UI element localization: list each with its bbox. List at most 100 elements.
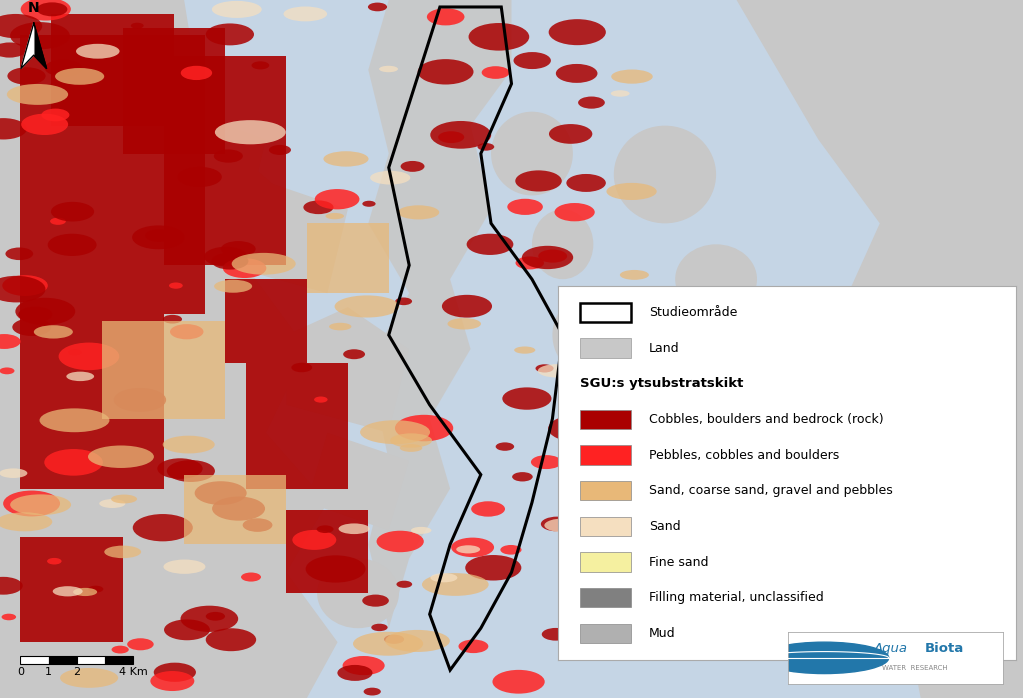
Ellipse shape [400,444,422,452]
Ellipse shape [0,118,27,140]
Ellipse shape [442,295,492,318]
Ellipse shape [395,415,453,441]
Ellipse shape [496,443,515,451]
Ellipse shape [12,318,51,336]
Ellipse shape [18,306,52,322]
Ellipse shape [538,364,577,378]
Ellipse shape [221,241,256,257]
Polygon shape [153,112,266,223]
Ellipse shape [206,628,256,651]
FancyBboxPatch shape [580,552,631,572]
Ellipse shape [401,161,425,172]
Ellipse shape [88,586,103,593]
FancyBboxPatch shape [580,339,631,357]
Ellipse shape [614,126,716,223]
Ellipse shape [167,460,215,482]
Ellipse shape [339,524,369,534]
Bar [286,510,368,593]
Ellipse shape [58,343,120,370]
Ellipse shape [343,656,385,675]
Text: Land: Land [650,341,680,355]
Ellipse shape [45,59,82,77]
Polygon shape [34,23,47,68]
Ellipse shape [532,209,593,279]
Ellipse shape [317,558,399,628]
Ellipse shape [583,391,644,447]
Polygon shape [368,0,512,628]
Ellipse shape [607,183,657,200]
Ellipse shape [145,229,173,242]
Ellipse shape [514,52,551,69]
Text: 0: 0 [17,667,24,676]
Ellipse shape [548,415,608,442]
Ellipse shape [363,688,381,695]
Ellipse shape [99,499,126,508]
Ellipse shape [112,646,129,653]
Bar [20,537,123,642]
Ellipse shape [292,363,312,372]
Ellipse shape [567,174,606,192]
Ellipse shape [447,318,481,329]
Ellipse shape [368,3,387,11]
Ellipse shape [133,514,192,542]
Text: SGU:s ytsubstratskikt: SGU:s ytsubstratskikt [580,377,744,390]
Ellipse shape [390,433,432,447]
Bar [102,321,225,419]
Ellipse shape [214,280,252,292]
Ellipse shape [465,555,522,581]
Ellipse shape [252,61,269,69]
FancyBboxPatch shape [580,303,631,322]
Ellipse shape [611,90,629,97]
Polygon shape [307,433,409,530]
FancyBboxPatch shape [580,517,631,536]
Text: Sand, coarse sand, gravel and pebbles: Sand, coarse sand, gravel and pebbles [650,484,893,497]
Bar [51,14,174,126]
Text: 2: 2 [74,667,80,676]
Ellipse shape [51,202,94,221]
Ellipse shape [7,84,69,105]
Bar [164,56,286,265]
Ellipse shape [335,295,399,318]
Ellipse shape [380,66,398,72]
Ellipse shape [675,244,757,314]
Ellipse shape [169,283,183,289]
Ellipse shape [60,668,118,688]
Text: Fine sand: Fine sand [650,556,709,569]
Ellipse shape [131,23,143,29]
Ellipse shape [411,527,432,534]
Ellipse shape [163,315,182,324]
Ellipse shape [438,131,464,143]
Ellipse shape [170,324,204,339]
Ellipse shape [214,149,242,163]
Polygon shape [20,23,34,68]
Ellipse shape [44,449,103,475]
Ellipse shape [34,325,73,339]
Bar [77,656,104,664]
Ellipse shape [604,468,665,537]
Ellipse shape [0,577,23,595]
Ellipse shape [458,639,488,653]
Text: Filling material, unclassified: Filling material, unclassified [650,591,824,604]
Ellipse shape [541,517,573,531]
Ellipse shape [397,581,412,588]
Ellipse shape [293,530,337,550]
Ellipse shape [231,253,296,275]
Ellipse shape [362,201,375,207]
Ellipse shape [315,189,359,209]
FancyBboxPatch shape [580,624,631,643]
Bar [184,475,286,544]
Ellipse shape [538,249,567,262]
Ellipse shape [491,112,573,195]
Ellipse shape [549,124,592,144]
Text: Sand: Sand [650,520,681,533]
Ellipse shape [329,322,351,330]
Ellipse shape [212,496,265,521]
Ellipse shape [304,200,333,214]
Ellipse shape [241,572,261,581]
Ellipse shape [535,364,553,373]
Ellipse shape [37,2,68,16]
Ellipse shape [0,334,20,349]
Ellipse shape [21,114,69,135]
Ellipse shape [371,624,388,631]
Ellipse shape [5,248,33,260]
